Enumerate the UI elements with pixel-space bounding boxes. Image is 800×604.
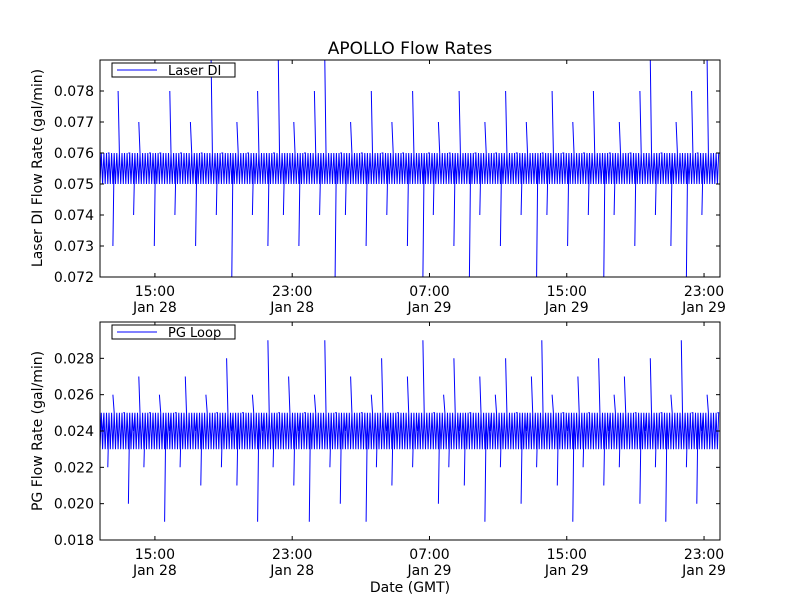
- x-tick-label: 15:00: [547, 547, 587, 563]
- x-tick-date-label: Jan 29: [681, 563, 726, 579]
- y-tick-label: 0.028: [54, 351, 94, 367]
- plot-frame: [99, 59, 721, 278]
- legend-box: [111, 324, 236, 340]
- legend: PG Loop: [111, 324, 236, 341]
- y-axis-label-top: Laser DI Flow Rate (gal/min): [30, 69, 46, 267]
- x-tick-label: 07:00: [409, 547, 449, 563]
- y-tick-label: 0.073: [54, 239, 94, 255]
- x-tick-label: 23:00: [684, 284, 724, 300]
- series-line-pg-loop: [100, 340, 720, 522]
- y-tick-label: 0.075: [54, 177, 94, 193]
- x-axis-label: Date (GMT): [370, 580, 450, 596]
- legend-label: Laser DI: [168, 64, 221, 79]
- x-tick-date-label: Jan 29: [544, 563, 589, 579]
- chart-title: APOLLO Flow Rates: [328, 39, 493, 59]
- x-tick-date-label: Jan 28: [269, 300, 314, 316]
- x-tick-date-label: Jan 29: [407, 300, 452, 316]
- y-tick-label: 0.024: [54, 424, 94, 440]
- x-tick-date-label: Jan 28: [132, 300, 177, 316]
- x-tick-label: 23:00: [272, 547, 312, 563]
- y-tick-label: 0.077: [54, 115, 94, 131]
- y-axis-label-bottom: PG Flow Rate (gal/min): [30, 351, 46, 511]
- y-tick-label: 0.020: [54, 497, 94, 513]
- x-tick-date-label: Jan 29: [407, 563, 452, 579]
- y-tick-label: 0.022: [54, 460, 94, 476]
- top-plot: 0.072 0.073 0.074 0.075 0.076 0.077 0.078 15:00…: [54, 59, 726, 316]
- x-tick-label: 15:00: [135, 547, 175, 563]
- x-tick-date-label: Jan 28: [132, 563, 177, 579]
- x-tick-label: 15:00: [135, 284, 175, 300]
- y-tick-label: 0.078: [54, 84, 94, 100]
- x-tick-label: 07:00: [409, 284, 449, 300]
- y-tick-label: 0.074: [54, 208, 94, 224]
- x-tick-date-label: Jan 29: [544, 300, 589, 316]
- y-tick-label: 0.076: [54, 146, 94, 162]
- y-tick-label: 0.018: [54, 533, 94, 549]
- y-tick-label: 0.026: [54, 388, 94, 404]
- x-tick-date-label: Jan 29: [681, 300, 726, 316]
- x-tick-date-label: Jan 28: [269, 563, 314, 579]
- y-tick-label: 0.072: [54, 270, 94, 286]
- x-tick-label: 23:00: [272, 284, 312, 300]
- legend: Laser DI: [111, 62, 236, 79]
- legend-label: PG Loop: [168, 326, 221, 341]
- x-tick-label: 23:00: [684, 547, 724, 563]
- series-line-laser-di: [100, 60, 720, 277]
- legend-box: [111, 62, 236, 78]
- x-tick-label: 15:00: [547, 284, 587, 300]
- plot-frame: [99, 321, 721, 541]
